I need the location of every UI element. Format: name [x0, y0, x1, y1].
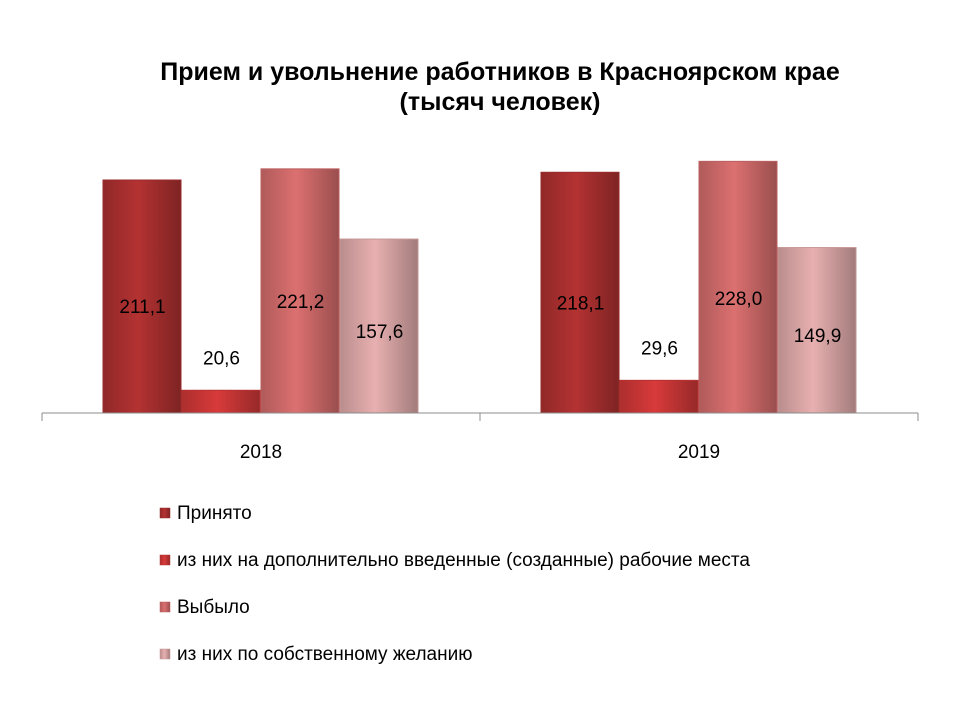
chart-title-line2: (тысяч человек): [400, 88, 601, 116]
bars-layer: 211,1 20,6 221,2 157,6 218,1 29,6 228,0 149,9: [102, 160, 857, 414]
data-label-2019-series-1: 29,6: [641, 338, 678, 359]
legend-swatch-0: [159, 507, 171, 519]
legend-swatch-2: [159, 601, 171, 613]
data-label-2018-series-1: 20,6: [203, 348, 240, 369]
bar-2019-series-2: [698, 160, 778, 414]
x-tick-label-2018: 2018: [240, 442, 282, 463]
bar-2019-series-0: [540, 171, 620, 414]
bar-2018-series-3: [339, 238, 419, 414]
chart-title-line1: Прием и увольнение работников в Краснояр…: [160, 58, 840, 86]
bar-2019-series-1: [619, 379, 699, 414]
legend-label-3: из них по собственному желанию: [177, 644, 472, 665]
legend-label-2: Выбыло: [177, 597, 250, 618]
bar-2018-series-2: [260, 168, 340, 414]
data-label-2018-series-0: 211,1: [119, 297, 165, 318]
x-tick-label-2019: 2019: [678, 442, 720, 463]
legend-label-0: Принято: [177, 503, 252, 524]
legend-label-1: из них на дополнительно введенные (созда…: [177, 550, 750, 571]
data-label-2018-series-2: 221,2: [277, 292, 325, 313]
legend: Принято из них на дополнительно введенные…: [159, 503, 750, 665]
legend-swatch-1: [159, 554, 171, 566]
legend-swatch-3: [159, 648, 171, 660]
data-label-2018-series-3: 157,6: [356, 322, 404, 343]
bar-2019-series-3: [777, 247, 857, 414]
bar-2018-series-0: [102, 179, 182, 414]
x-axis: 2018 2019: [41, 412, 919, 463]
bar-2018-series-1: [181, 389, 261, 414]
data-label-2019-series-2: 228,0: [715, 289, 763, 310]
data-label-2019-series-3: 149,9: [794, 326, 842, 347]
data-label-2019-series-0: 218,1: [557, 293, 605, 314]
